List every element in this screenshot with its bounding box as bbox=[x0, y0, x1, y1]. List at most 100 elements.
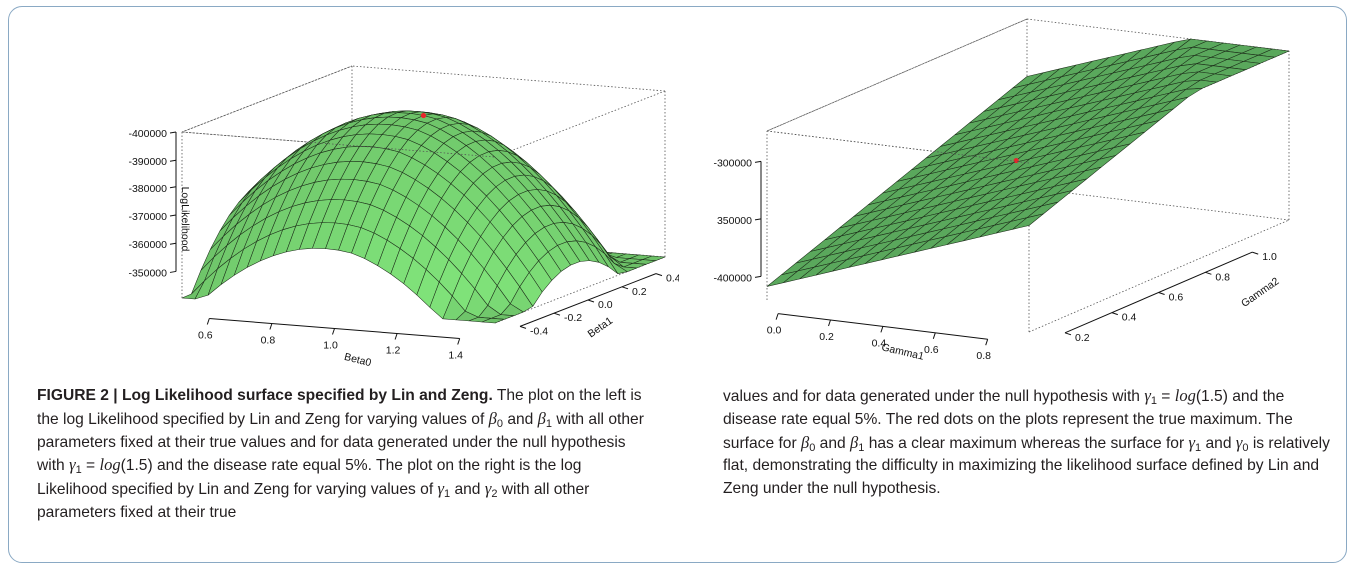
surface-plot-beta: 0.6 0.8 1.0 1.2 1.4 Beta0 -0.4 -0.2 0.0 0.2 0.4 Bet… bbox=[128, 65, 681, 369]
y-tick-label: 1.0 bbox=[1262, 251, 1277, 263]
math-subscript: 2 bbox=[491, 488, 498, 501]
y-tick bbox=[1064, 332, 1072, 336]
maximum-point bbox=[1013, 157, 1019, 164]
math-symbol: log bbox=[99, 455, 121, 475]
math-subscript: 1 bbox=[75, 464, 82, 477]
figure-label: FIGURE 2 | Log Likelihood surface specif… bbox=[37, 387, 493, 404]
x-axis-title: Gamma1 bbox=[880, 341, 925, 362]
math-symbol: γ bbox=[1188, 432, 1196, 452]
x-tick-label: 0.2 bbox=[819, 331, 834, 343]
z-tick-label: 350000 bbox=[717, 215, 752, 227]
x-tick bbox=[985, 339, 989, 346]
y-tick bbox=[1252, 251, 1259, 255]
z-tick-label: -370000 bbox=[128, 211, 167, 223]
y-tick-label: 0.2 bbox=[1075, 332, 1090, 344]
y-tick-label: 0.8 bbox=[1215, 271, 1230, 283]
box-edge bbox=[766, 18, 1028, 132]
z-tick bbox=[754, 218, 762, 221]
x-tick bbox=[269, 323, 273, 330]
y-tick-label: -0.4 bbox=[530, 325, 548, 337]
y-tick-label: 0.6 bbox=[1169, 291, 1184, 303]
math-subscript: 1 bbox=[1150, 395, 1157, 407]
x-tick bbox=[880, 326, 884, 333]
z-axis-title: LogLikelihood bbox=[179, 187, 191, 252]
z-tick bbox=[169, 242, 177, 245]
surface-mesh bbox=[766, 38, 1290, 287]
z-tick-label: -400000 bbox=[128, 128, 167, 140]
z-tick bbox=[754, 275, 762, 278]
y-tick-label: 0.0 bbox=[598, 299, 613, 311]
plot-right: 0.0 0.2 0.4 0.6 0.8 Gamma1 0.2 0.4 0.6 0.8 1.0 Gamm… bbox=[686, 15, 1339, 382]
box-edge bbox=[181, 65, 353, 133]
caption-right-body: values and for data generated under the … bbox=[723, 386, 1330, 498]
box-edge bbox=[351, 65, 666, 92]
x-tick bbox=[394, 333, 398, 340]
math-symbol: log bbox=[1174, 386, 1196, 405]
surface-mesh bbox=[181, 110, 666, 324]
y-tick bbox=[519, 325, 527, 329]
z-tick-label: -380000 bbox=[128, 183, 167, 195]
x-tick bbox=[457, 338, 461, 345]
math-symbol: β bbox=[801, 432, 810, 452]
z-tick-label: -360000 bbox=[128, 239, 167, 251]
math-symbol: γ bbox=[69, 455, 76, 475]
z-tick bbox=[169, 159, 177, 162]
math-subscript: 0 bbox=[496, 417, 503, 430]
z-tick bbox=[754, 160, 762, 163]
y-tick bbox=[1205, 271, 1212, 275]
math-symbol: β bbox=[850, 432, 859, 452]
math-subscript: 0 bbox=[1242, 441, 1249, 454]
math-symbol: β bbox=[488, 408, 497, 428]
y-tick bbox=[587, 299, 595, 303]
y-tick bbox=[1158, 292, 1165, 295]
surface-facet bbox=[1012, 213, 1044, 230]
x-tick-label: 1.2 bbox=[386, 345, 401, 357]
y-axis-title: Gamma2 bbox=[1239, 275, 1281, 310]
y-tick bbox=[621, 286, 629, 290]
math-symbol: γ bbox=[1144, 386, 1151, 405]
surface-plot-gamma: 0.0 0.2 0.4 0.6 0.8 Gamma1 0.2 0.4 0.6 0.8 1.0 Gamm… bbox=[686, 18, 1290, 363]
z-tick bbox=[169, 214, 177, 217]
y-tick-label: 0.4 bbox=[666, 273, 679, 285]
y-tick bbox=[1111, 312, 1118, 316]
x-tick-label: 0.6 bbox=[924, 344, 939, 356]
x-tick-label: 0.8 bbox=[261, 335, 276, 347]
y-tick-label: -0.2 bbox=[564, 312, 582, 324]
x-axis-title: Beta0 bbox=[343, 351, 373, 369]
y-tick bbox=[553, 312, 561, 316]
x-tick-label: 0.8 bbox=[976, 350, 991, 362]
z-tick bbox=[169, 131, 177, 134]
x-tick-label: 0.4 bbox=[872, 337, 887, 349]
math-symbol: γ bbox=[1235, 432, 1243, 452]
y-tick-label: 0.2 bbox=[632, 286, 647, 298]
math-symbol: β bbox=[537, 408, 546, 428]
math-symbol: γ bbox=[484, 479, 492, 499]
z-tick-label: -300000 bbox=[713, 157, 752, 169]
z-tick-label: -400000 bbox=[713, 272, 752, 284]
x-tick-label: 0.6 bbox=[198, 330, 213, 342]
box-edge bbox=[1028, 219, 1290, 333]
y-tick bbox=[655, 273, 663, 277]
math-subscript: 1 bbox=[858, 441, 865, 454]
z-tick bbox=[169, 270, 177, 273]
maximum-point bbox=[420, 112, 427, 119]
y-axis-title: Beta1 bbox=[586, 315, 615, 341]
z-tick-label: -390000 bbox=[128, 156, 167, 168]
x-tick bbox=[828, 319, 831, 327]
math-subscript: 1 bbox=[444, 488, 451, 501]
plot-left: 0.6 0.8 1.0 1.2 1.4 Beta0 -0.4 -0.2 0.0 0.2 0.4 Bet… bbox=[39, 15, 681, 382]
caption-left-body: The plot on the left is the log Likeliho… bbox=[37, 387, 644, 521]
z-tick-label: -350000 bbox=[128, 267, 167, 279]
x-tick bbox=[775, 313, 779, 320]
math-symbol: γ bbox=[437, 479, 444, 499]
x-tick bbox=[332, 328, 335, 335]
math-subscript: 1 bbox=[1195, 441, 1202, 454]
box-edge bbox=[494, 90, 666, 158]
math-subscript: 1 bbox=[545, 417, 553, 430]
x-tick bbox=[932, 332, 936, 339]
math-subscript: 0 bbox=[809, 441, 816, 454]
x-tick-label: 1.0 bbox=[323, 340, 338, 352]
y-tick-label: 0.4 bbox=[1122, 312, 1137, 324]
x-tick bbox=[206, 318, 210, 325]
x-tick-label: 1.4 bbox=[448, 350, 463, 362]
